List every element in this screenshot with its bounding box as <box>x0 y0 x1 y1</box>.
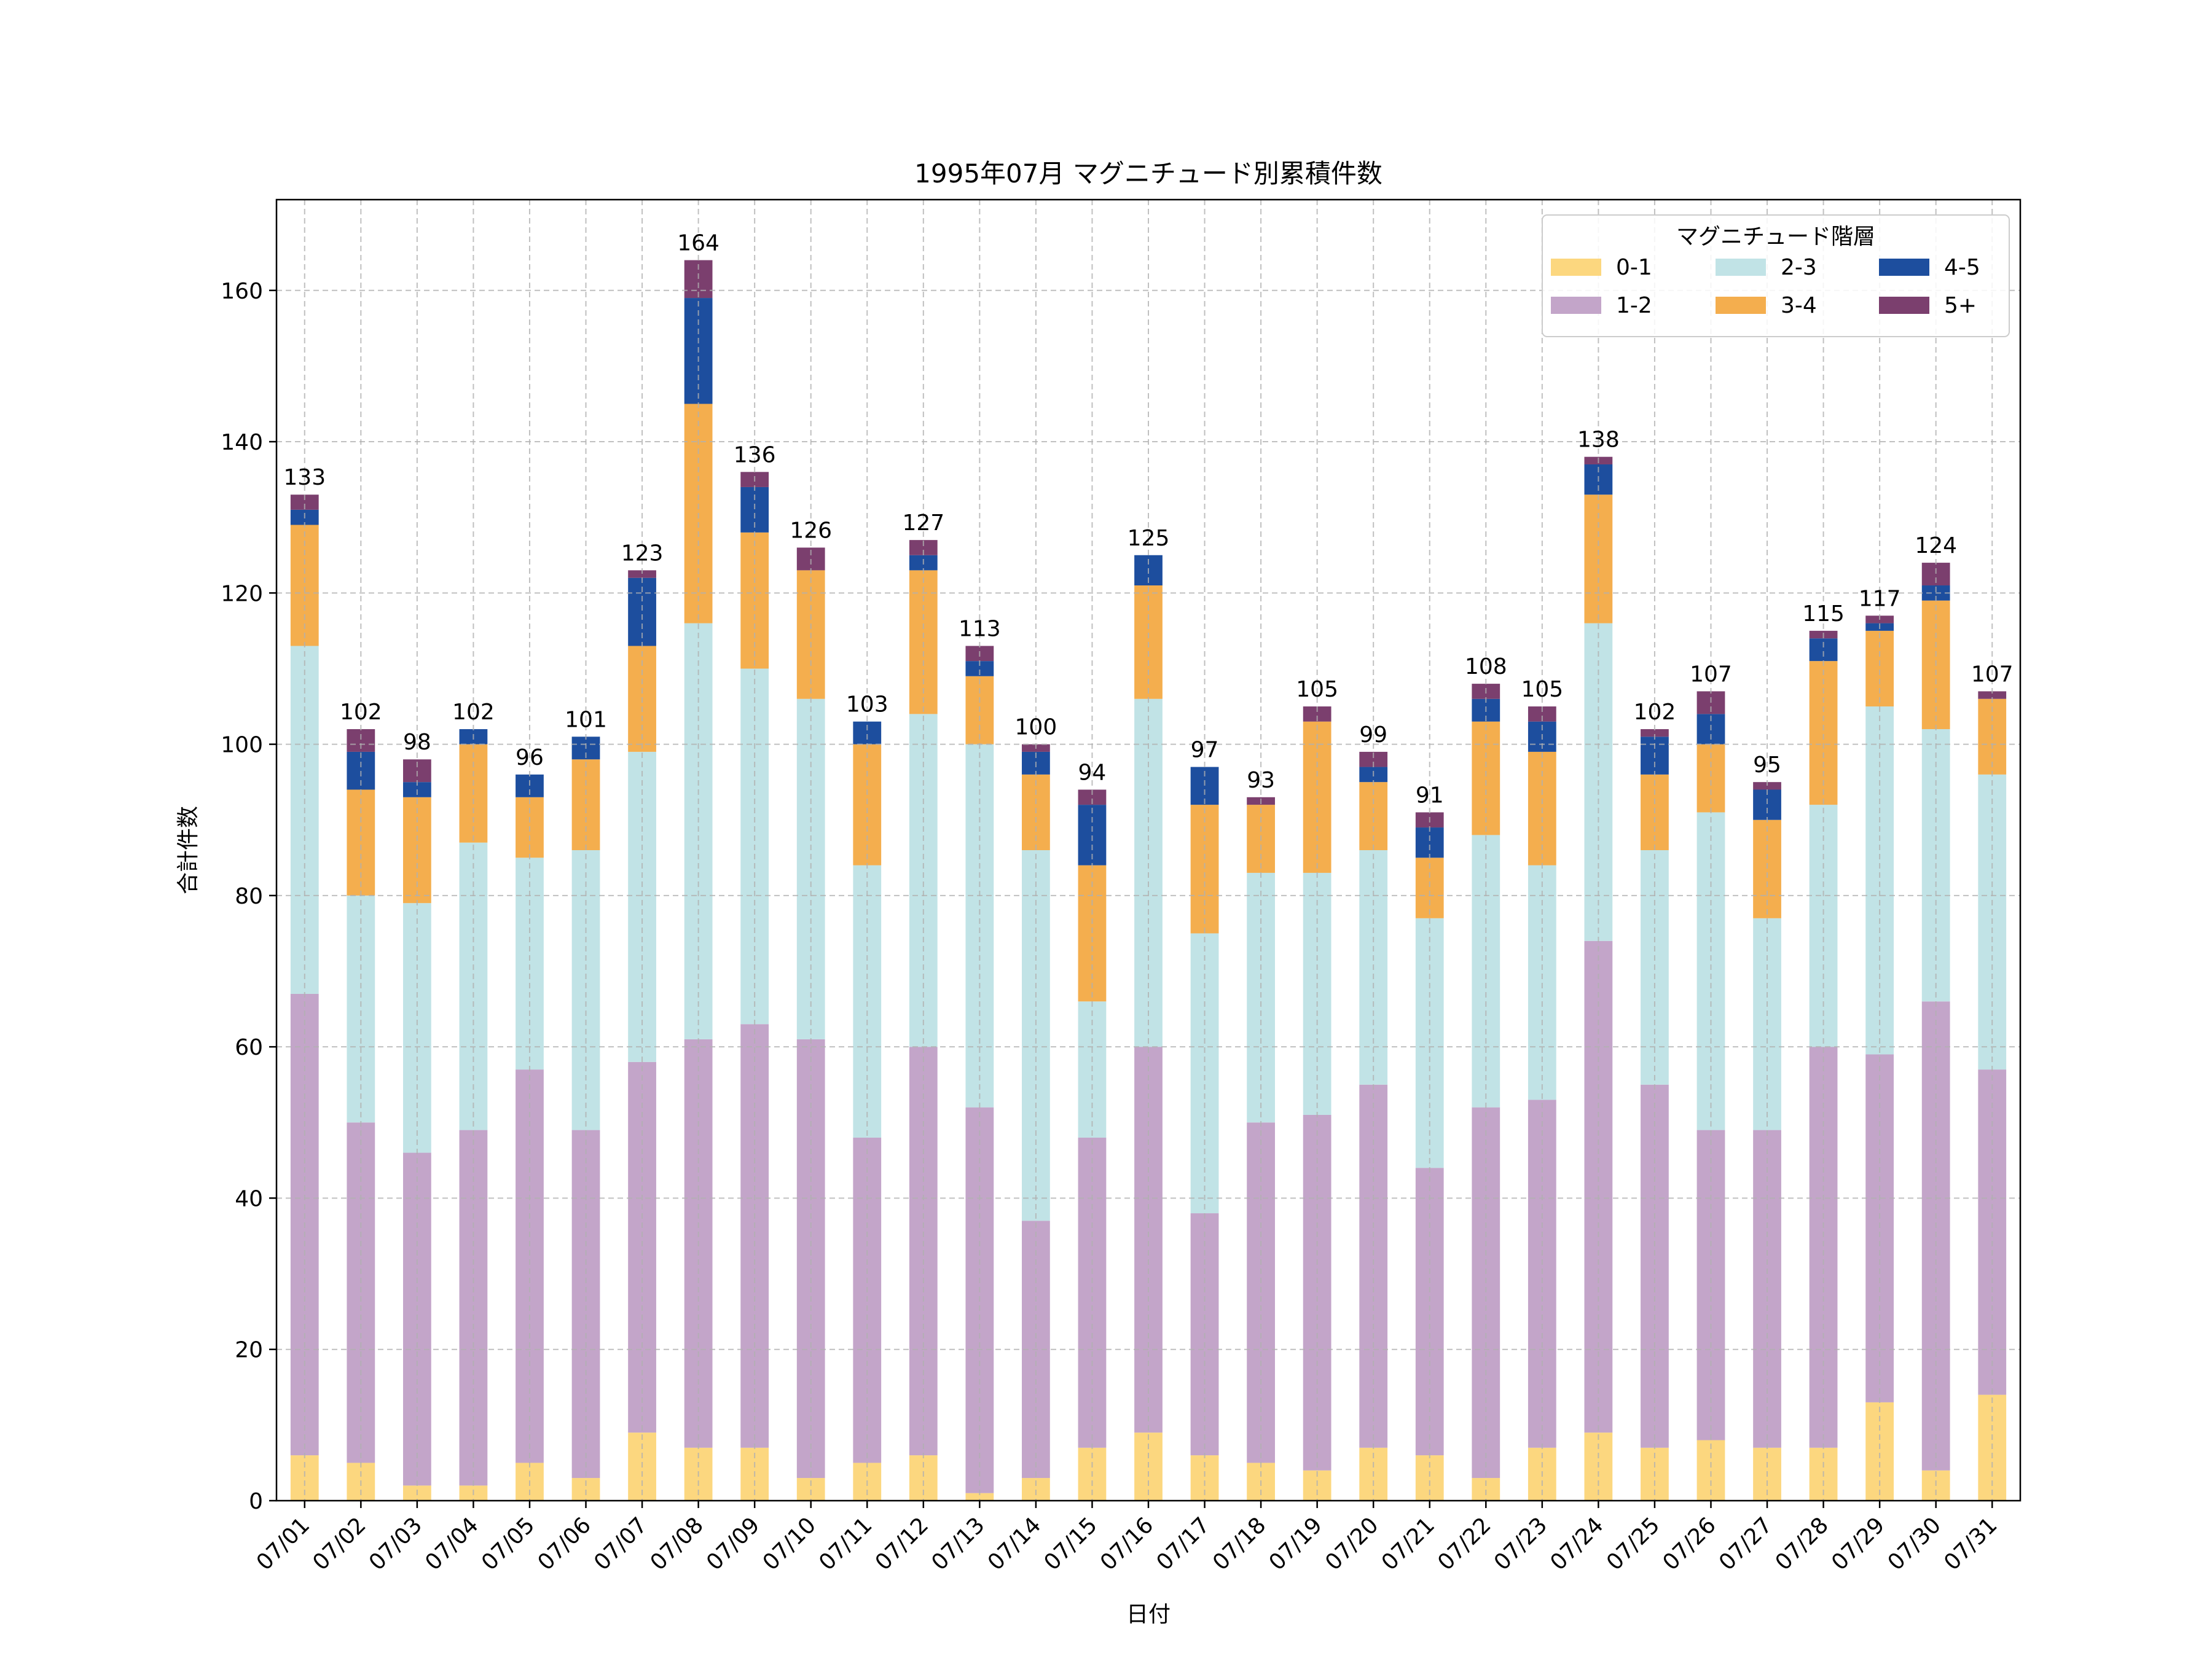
legend-swatch-3-4 <box>1716 297 1766 314</box>
legend-swatch-2-3 <box>1716 259 1766 276</box>
y-tick-label-80: 80 <box>235 884 263 909</box>
total-label-07/18: 93 <box>1247 768 1275 793</box>
legend-swatch-4-5 <box>1879 259 1929 276</box>
bar-07/17-2-3 <box>1190 933 1219 1214</box>
grid-layer <box>276 200 2020 1501</box>
total-label-07/26: 107 <box>1690 662 1732 687</box>
bar-07/26-2-3 <box>1696 812 1725 1130</box>
x-axis-label: 日付 <box>1126 1602 1171 1627</box>
total-label-07/29: 117 <box>1859 586 1901 611</box>
total-label-07/15: 94 <box>1078 760 1107 785</box>
legend-label-2-3: 2-3 <box>1781 255 1817 280</box>
total-label-07/10: 126 <box>790 518 832 543</box>
y-tick-label-60: 60 <box>235 1035 263 1060</box>
legend-label-5+: 5+ <box>1944 293 1977 318</box>
total-label-07/25: 102 <box>1634 700 1676 725</box>
chart-title: 1995年07月 マグニチュード別累積件数 <box>914 158 1382 189</box>
bar-07/14-2-3 <box>1022 850 1050 1221</box>
total-label-07/24: 138 <box>1577 428 1620 453</box>
total-labels-layer: 133 102 98 102 96 101 123 164 136 126 103 127 113 100… <box>283 231 2013 808</box>
legend-swatch-5+ <box>1879 297 1929 314</box>
bar-07/05-2-3 <box>516 858 544 1070</box>
bar-07/05-1-2 <box>516 1069 544 1463</box>
y-tick-label-40: 40 <box>235 1186 263 1211</box>
bar-07/07-5+ <box>628 570 656 578</box>
y-tick-label-160: 160 <box>221 279 263 304</box>
y-tick-label-20: 20 <box>235 1338 263 1363</box>
total-label-07/06: 101 <box>565 707 607 732</box>
total-label-07/09: 136 <box>734 442 776 467</box>
y-axis-label: 合計件数 <box>176 806 201 894</box>
y-tick-label-120: 120 <box>221 581 263 606</box>
total-label-07/05: 96 <box>516 745 544 770</box>
legend-label-1-2: 1-2 <box>1616 293 1652 318</box>
total-label-07/23: 105 <box>1521 677 1563 702</box>
bar-07/22-3-4 <box>1472 721 1500 835</box>
legend-label-4-5: 4-5 <box>1944 255 1980 280</box>
bar-07/06-2-3 <box>571 850 600 1130</box>
total-label-07/03: 98 <box>403 730 431 755</box>
bar-07/21-4-5 <box>1415 827 1444 858</box>
y-tick-label-140: 140 <box>221 430 263 455</box>
y-tick-label-0: 0 <box>249 1489 263 1514</box>
bar-07/31-5+ <box>1978 691 2007 699</box>
legend-swatch-1-2 <box>1551 297 1601 314</box>
total-label-07/27: 95 <box>1753 752 1781 778</box>
bar-07/27-5+ <box>1753 782 1781 790</box>
total-label-07/13: 113 <box>959 617 1001 642</box>
total-label-07/02: 102 <box>340 700 382 725</box>
bar-07/03-2-3 <box>402 903 431 1153</box>
bar-07/02-3-4 <box>347 789 375 896</box>
bar-07/20-1-2 <box>1359 1084 1388 1448</box>
bar-07/25-5+ <box>1641 729 1669 737</box>
total-label-07/20: 99 <box>1359 722 1387 748</box>
total-label-07/01: 133 <box>283 465 326 490</box>
total-label-07/16: 125 <box>1128 526 1170 551</box>
total-label-07/30: 124 <box>1915 533 1957 558</box>
total-label-07/08: 164 <box>677 231 720 256</box>
total-label-07/11: 103 <box>846 692 888 717</box>
total-label-07/31: 107 <box>1971 662 2014 687</box>
bar-07/25-1-2 <box>1641 1084 1669 1448</box>
legend-swatch-0-1 <box>1551 259 1601 276</box>
bar-07/07-1-2 <box>628 1061 656 1433</box>
total-label-07/07: 123 <box>621 541 664 566</box>
legend-label-3-4: 3-4 <box>1781 293 1817 318</box>
legend: マグニチュード階層 0-1 1-2 2-3 3-4 4-5 5+ <box>1542 214 2010 337</box>
total-label-07/17: 97 <box>1191 738 1219 763</box>
bar-07/28-4-5 <box>1809 638 1838 662</box>
y-tick-label-100: 100 <box>221 733 263 758</box>
bar-07/12-2-3 <box>909 714 938 1047</box>
bar-07/16-1-2 <box>1134 1047 1163 1433</box>
total-label-07/14: 100 <box>1015 715 1057 740</box>
legend-label-0-1: 0-1 <box>1616 255 1652 280</box>
total-label-07/28: 115 <box>1802 601 1845 627</box>
legend-title: マグニチュード階層 <box>1676 224 1875 249</box>
total-label-07/04: 102 <box>452 700 495 725</box>
total-label-07/21: 91 <box>1416 783 1444 808</box>
total-label-07/19: 105 <box>1296 677 1338 702</box>
total-label-07/22: 108 <box>1465 654 1507 679</box>
bar-07/13-0-1 <box>965 1493 994 1501</box>
total-label-07/12: 127 <box>902 510 944 536</box>
